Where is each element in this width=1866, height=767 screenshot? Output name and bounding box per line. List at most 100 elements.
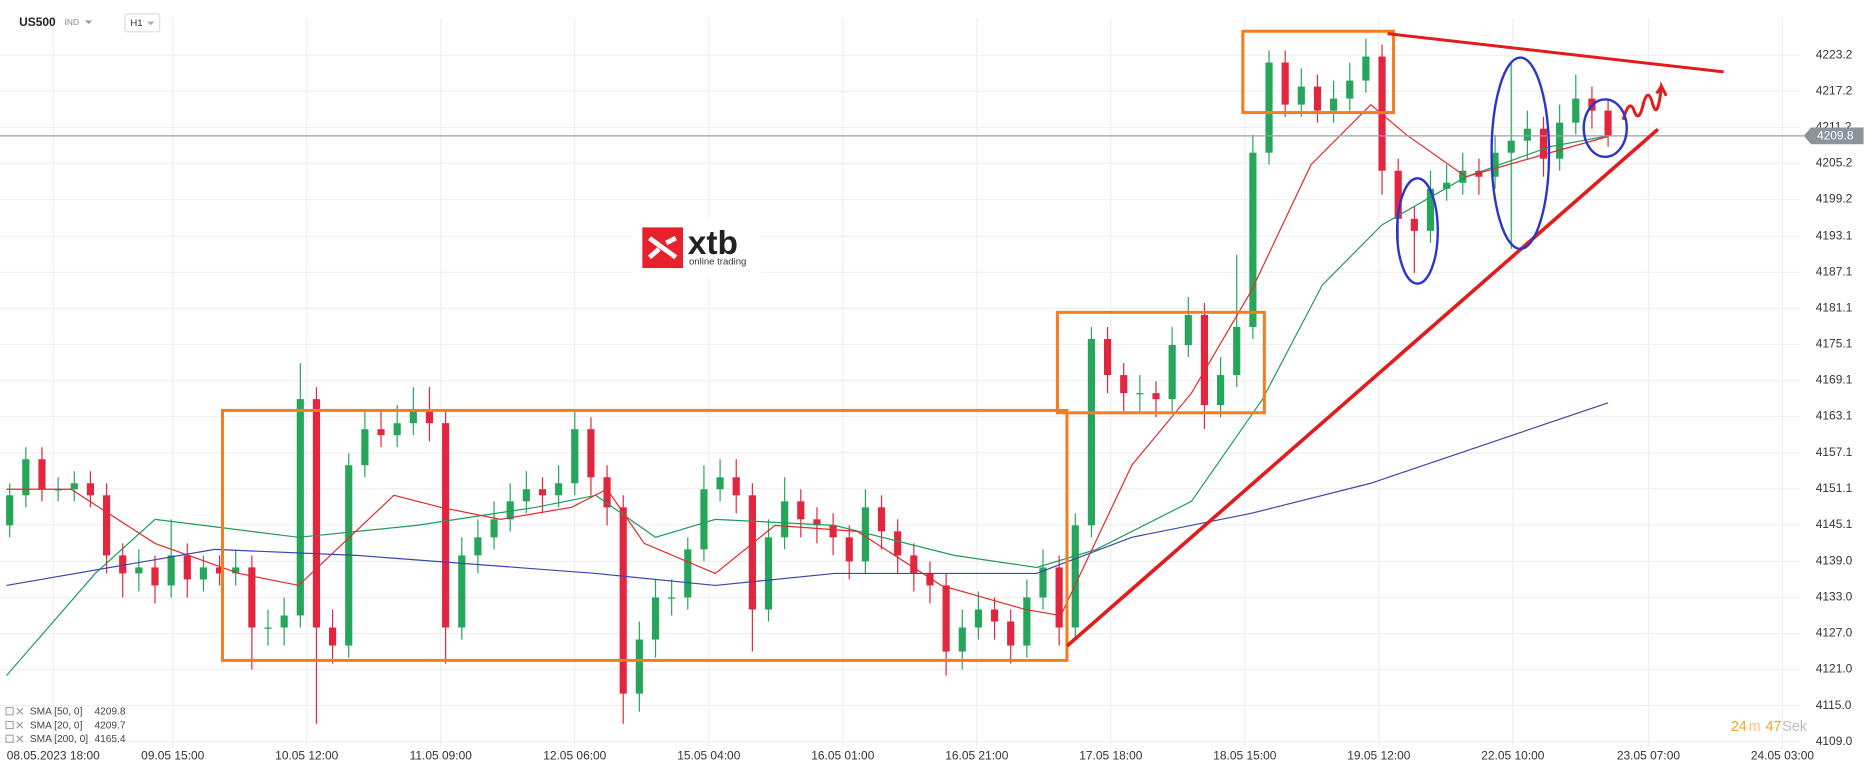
candle-body	[974, 609, 982, 628]
candle-body	[700, 489, 708, 550]
candle-body	[748, 495, 756, 610]
candle-body	[329, 627, 337, 646]
y-tick-label: 4133.0	[1816, 590, 1853, 604]
price-tag-label: 4209.8	[1817, 129, 1854, 143]
x-tick-label: 10.05 12:00	[275, 748, 338, 762]
y-tick-label: 4181.1	[1816, 301, 1853, 315]
interval[interactable]: H1	[130, 18, 142, 29]
y-tick-label: 4139.0	[1816, 554, 1853, 568]
candle-body	[296, 399, 304, 616]
axes: 4109.0 4115.0 4121.0 4127.0 4133.0 4139.0 4145…	[7, 47, 1864, 762]
y-tick-label: 4217.2	[1816, 84, 1853, 98]
x-tick-label: 16.05 01:00	[811, 748, 874, 762]
legend: SMA [50, 0] 4209.8 SMA [20, 0] 4209.7 SMA [2…	[5, 707, 126, 745]
legend-name[interactable]: SMA [20, 0]	[30, 720, 83, 731]
candle-body	[215, 567, 224, 574]
price-tag	[1803, 127, 1864, 145]
countdown-seconds: 47	[1766, 719, 1782, 735]
candle-body	[942, 585, 950, 652]
candle-body	[199, 567, 208, 580]
sma-line	[6, 103, 1609, 617]
candle-body	[538, 489, 547, 496]
candle-body	[684, 549, 692, 598]
market: IND	[65, 17, 79, 27]
candle-body	[490, 519, 498, 538]
candle-body	[312, 399, 321, 628]
candle-body	[797, 501, 805, 520]
range-box	[220, 408, 1069, 662]
x-tick-label: 15.05 04:00	[677, 748, 740, 762]
countdown-minutes: 24	[1731, 719, 1747, 735]
candle-body	[603, 477, 611, 508]
candle-body	[280, 615, 288, 628]
y-tick-label: 4193.1	[1816, 228, 1853, 242]
legend-name[interactable]: SMA [200, 0]	[30, 734, 88, 745]
candle-body	[1023, 597, 1031, 646]
candle-body	[1281, 62, 1289, 105]
projection-zigzag	[1621, 81, 1668, 121]
dropdown-arrow[interactable]	[84, 20, 93, 25]
candle-body	[425, 411, 434, 424]
candle-body	[1297, 86, 1305, 105]
candle-body	[1539, 128, 1548, 159]
y-tick-label: 4115.0	[1816, 698, 1852, 712]
annotations	[220, 29, 1724, 662]
dropdown-arrow[interactable]	[147, 21, 155, 26]
candle-body	[732, 477, 740, 496]
y-tick-label: 4223.2	[1816, 47, 1853, 61]
interval-button[interactable]	[124, 13, 161, 33]
plot	[0, 38, 1804, 724]
candle-body	[555, 483, 563, 496]
candle-body	[1249, 152, 1257, 328]
candle-body	[6, 495, 14, 526]
candle-body	[248, 567, 256, 628]
candle-body	[1039, 567, 1047, 598]
y-tick-label: 4151.1	[1816, 481, 1853, 495]
candle-body	[958, 627, 966, 652]
countdown-seconds-unit: Sek	[1782, 719, 1808, 735]
candle-body	[54, 489, 62, 491]
candle-body	[877, 507, 886, 532]
x-tick-label: 12.05 06:00	[543, 748, 606, 762]
candle-body	[1426, 188, 1435, 231]
candle-body	[1394, 170, 1402, 219]
candle-body	[1120, 375, 1128, 394]
candle-body	[442, 423, 450, 628]
x-tick-label: 24.05 03:00	[1751, 748, 1814, 762]
candle-body	[102, 495, 111, 556]
y-tick-label: 4109.0	[1816, 734, 1853, 748]
legend-value: 4165.4	[94, 734, 125, 745]
y-tick-label: 4175.1	[1816, 337, 1853, 351]
x-tick-label: 09.05 15:00	[141, 748, 204, 762]
candle-body	[393, 423, 401, 436]
range-box	[1241, 29, 1396, 115]
countdown-minutes-unit: m	[1749, 719, 1761, 735]
candle-body	[1459, 170, 1467, 183]
candle-body	[1507, 140, 1515, 153]
candle-body	[1556, 122, 1564, 159]
candle-body	[1410, 218, 1418, 231]
sma-line	[6, 135, 1609, 676]
candle-body	[1330, 98, 1338, 111]
candle-body	[1572, 98, 1580, 123]
legend-remove	[16, 735, 24, 743]
highlight-ellipse	[1490, 56, 1551, 251]
candle-body	[1087, 339, 1096, 526]
candle-body	[264, 627, 272, 629]
candle-body	[1103, 339, 1112, 376]
legend-remove	[16, 707, 24, 715]
range-box	[1055, 310, 1266, 415]
candle-body	[926, 573, 934, 586]
legend-name[interactable]: SMA [50, 0]	[30, 707, 83, 718]
candle-body	[232, 567, 240, 574]
candle-body	[1346, 80, 1354, 99]
candle-body	[135, 567, 143, 574]
header: US500 IND H1	[19, 13, 161, 33]
symbol[interactable]: US500	[19, 15, 56, 29]
candle-body	[861, 507, 869, 562]
candle-body	[1491, 152, 1499, 177]
x-tick-label: 17.05 18:00	[1079, 748, 1142, 762]
candle-body	[635, 639, 643, 694]
legend-icon	[5, 720, 14, 730]
